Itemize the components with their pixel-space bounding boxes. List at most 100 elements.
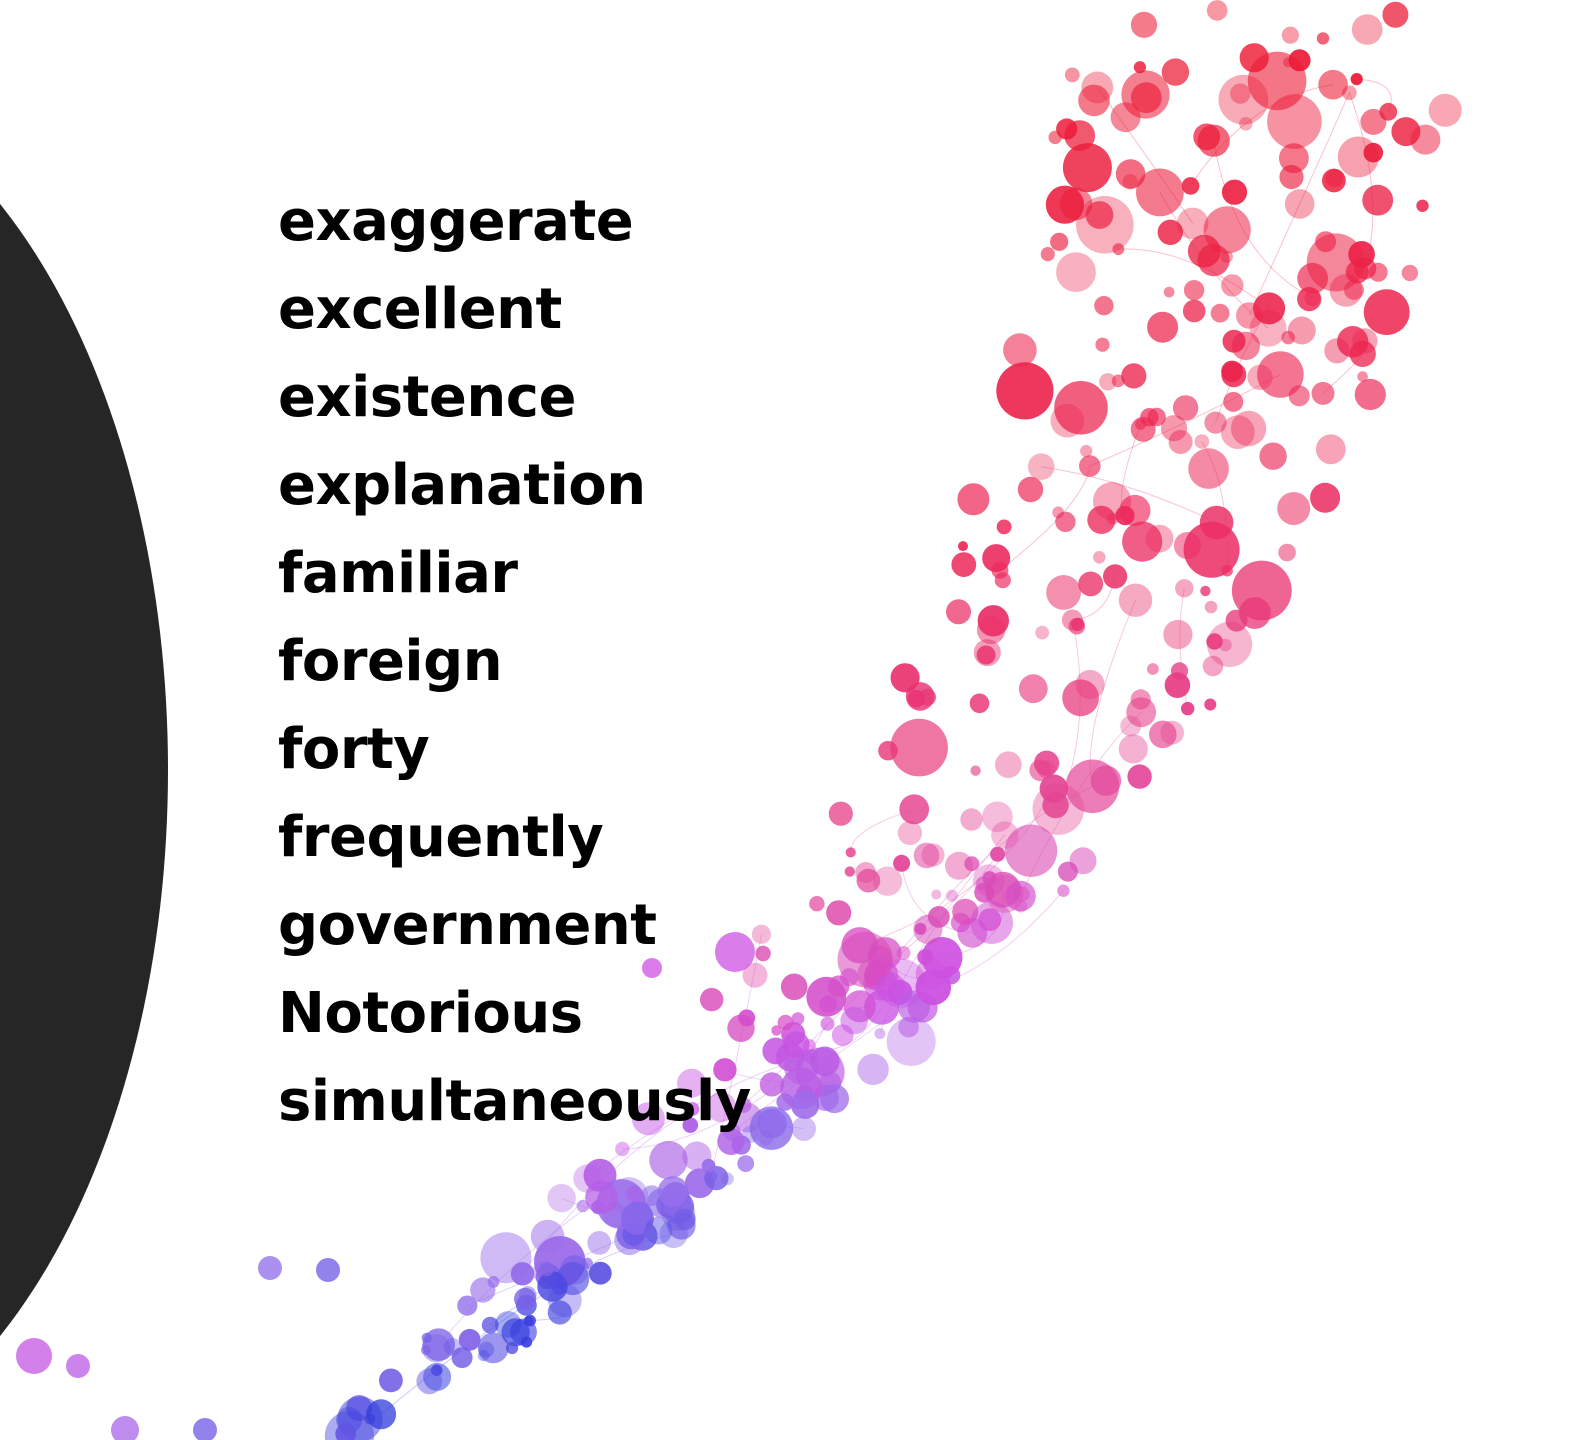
bubble-dot: [1163, 619, 1193, 650]
bubble-dot: [995, 751, 1022, 778]
bubble-dot: [946, 889, 958, 902]
bubble-dot: [1095, 337, 1110, 352]
bubble-dot: [1354, 378, 1386, 411]
bubble-dot: [809, 896, 825, 912]
bubble-dot: [945, 851, 973, 880]
bubble-dot: [921, 843, 945, 867]
bubble-dot: [1284, 189, 1315, 219]
bubble-dot: [1071, 617, 1085, 632]
bubble-dot: [1357, 371, 1368, 382]
bubble-dot: [1281, 26, 1299, 44]
bubble-dot: [1267, 94, 1322, 149]
connection-line: [1190, 84, 1334, 187]
bubble-dot: [1204, 411, 1227, 434]
bubble-dot: [893, 854, 911, 872]
bubble-dot: [749, 1106, 794, 1150]
bubble-dot: [1288, 49, 1311, 72]
bubble-dot: [1297, 287, 1322, 312]
bubble-dot: [1080, 444, 1093, 458]
bubble-dot: [457, 1295, 478, 1316]
bubble-dot: [505, 1341, 519, 1355]
bubble-dot: [620, 1201, 654, 1235]
bubble-dot: [896, 946, 911, 960]
bubble-dot: [1136, 168, 1184, 217]
connection-line: [1248, 92, 1350, 316]
bubble-dot: [844, 866, 855, 877]
word-item: forty: [278, 717, 430, 782]
bubble-dot: [1175, 579, 1194, 598]
bubble-dot: [657, 1176, 689, 1207]
word-item: Notorious: [278, 981, 583, 1046]
bubble-dot: [615, 1141, 630, 1157]
bubble-dot: [857, 1053, 889, 1086]
bubble-dot: [738, 1009, 756, 1027]
bubble-dot: [872, 866, 903, 896]
bubble-dot: [1115, 505, 1135, 526]
bubble-dot: [1316, 32, 1330, 45]
bubble-dot: [1210, 303, 1230, 323]
bubble-dot: [1324, 338, 1350, 364]
bubble-dot: [1099, 373, 1117, 391]
bubble-dot: [1360, 108, 1387, 135]
bubble-dot: [1004, 824, 1058, 877]
bubble-dot: [1401, 264, 1419, 282]
bubble-dot: [1350, 73, 1363, 86]
bubble-dot: [717, 1127, 745, 1155]
bubble-dot: [700, 987, 724, 1012]
bubble-dot: [755, 945, 771, 962]
bubble-dot: [915, 969, 952, 1006]
bubble-dot: [820, 1084, 849, 1114]
bubble-dot: [878, 740, 898, 761]
bubble-dot: [720, 1172, 734, 1186]
bubble-dot: [1310, 482, 1341, 513]
bubble-dot: [1087, 505, 1116, 534]
bubble-dot: [1220, 250, 1234, 263]
bubble-dot: [1027, 453, 1055, 481]
bubble-dot: [990, 846, 1006, 862]
bubble-dot: [1172, 395, 1199, 421]
bubble-dot: [1382, 1, 1409, 28]
bubble-dot: [1318, 69, 1348, 100]
bubble-dot: [890, 663, 920, 693]
bubble-dot: [1239, 43, 1269, 73]
bubble-dot: [874, 1028, 886, 1040]
bubble-dot: [856, 868, 881, 893]
bubble-dot: [510, 1262, 535, 1286]
bubble-dot: [1202, 655, 1224, 677]
bubble-dot: [1351, 14, 1383, 45]
bubble-dot: [416, 1368, 443, 1395]
bubble-dot: [951, 552, 977, 577]
bubble-dots: [16, 0, 1462, 1440]
bubble-dot: [1160, 415, 1188, 442]
bubble-dot: [1062, 679, 1099, 717]
bubble-dot: [470, 1277, 496, 1303]
bubble-dot: [996, 519, 1012, 535]
bubble-dot: [1230, 83, 1251, 104]
bubble-dot: [1182, 299, 1206, 323]
bubble-dot: [1040, 247, 1055, 262]
bubble-dot: [985, 874, 1024, 913]
word-item: government: [278, 893, 657, 958]
bubble-dot: [1183, 521, 1240, 578]
bubble-dot: [1288, 385, 1310, 407]
bubble-dot: [771, 1025, 782, 1036]
bubble-dot: [1349, 340, 1376, 367]
bubble-dot: [742, 962, 768, 988]
bubble-dot: [1231, 331, 1261, 361]
bubble-dot: [1103, 564, 1128, 589]
bubble-dot: [1247, 364, 1273, 390]
bubble-dot: [674, 1208, 696, 1231]
bubble-dot: [946, 599, 971, 625]
bubble-dot: [1118, 583, 1153, 617]
bubble-dot: [1220, 415, 1255, 449]
bubble-dot: [1130, 416, 1156, 442]
bubble-dot: [477, 1332, 509, 1364]
bubble-dot: [588, 1261, 612, 1285]
bubble-dot: [994, 572, 1011, 589]
bubble-dot: [458, 1328, 481, 1351]
bubble-dot: [1145, 524, 1174, 553]
bubble-dot: [1230, 410, 1267, 447]
bubble-dot: [1363, 289, 1410, 335]
